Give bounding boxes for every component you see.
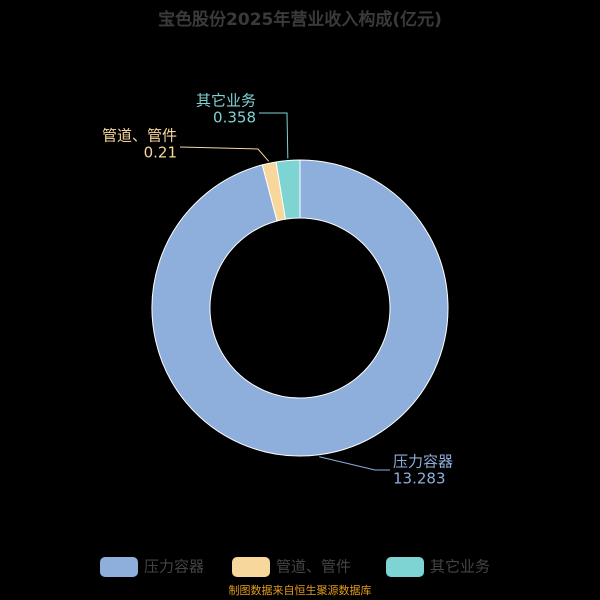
legend-label: 管道、管件 (276, 558, 351, 576)
legend-swatch (232, 557, 270, 577)
slice-value: 13.283 (393, 470, 446, 488)
slice-label: 管道、管件 (102, 127, 177, 145)
slice-value: 0.21 (144, 144, 177, 162)
slice-label: 其它业务 (196, 92, 256, 110)
legend-label: 压力容器 (144, 558, 204, 576)
legend-swatch (386, 557, 424, 577)
donut-slice (151, 159, 449, 457)
slice-label: 压力容器 (393, 453, 453, 471)
leader-line (319, 456, 390, 471)
slice-value: 0.358 (213, 109, 256, 127)
donut-slice (275, 159, 301, 220)
legend-swatch (100, 557, 138, 577)
source-note: 制图数据来自恒生聚源数据库 (229, 583, 372, 597)
chart-title: 宝色股份2025年营业收入构成(亿元) (158, 9, 442, 30)
legend-label: 其它业务 (430, 558, 490, 576)
leader-line (179, 146, 270, 162)
leader-line (259, 112, 289, 159)
